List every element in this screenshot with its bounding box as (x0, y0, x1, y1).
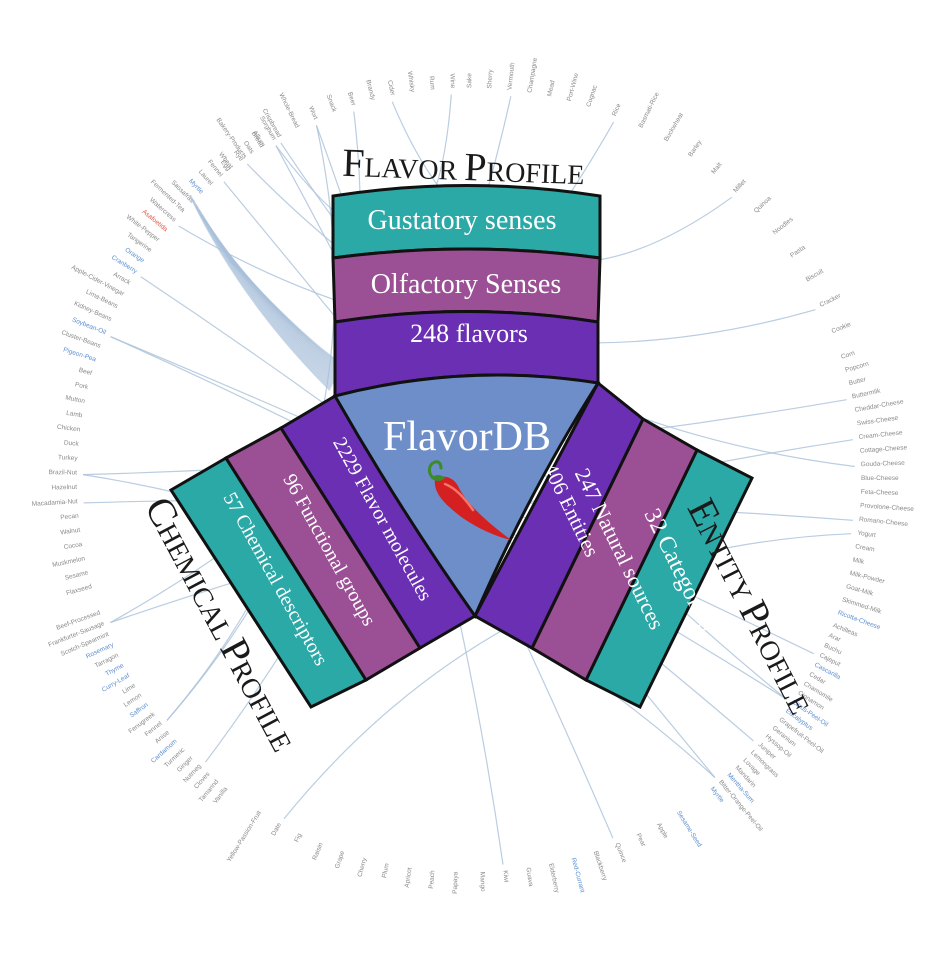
ring-label: Wine (448, 73, 456, 88)
ring-label: Pear (634, 832, 647, 848)
ring-label: Raisin (311, 841, 324, 861)
ring-label: Whole-Bread (277, 92, 300, 129)
ring-label: Biscuit (805, 268, 825, 284)
ring-label: Sherry (486, 68, 494, 88)
ring-label: Grape (334, 850, 346, 870)
ring-label: Apple (655, 822, 669, 840)
ring-label: Goat-Milk (845, 583, 874, 598)
ring-label: Vermouth (506, 62, 516, 91)
ring-label: Pasta (789, 244, 807, 259)
ring-label: Cream-Cheese (858, 429, 903, 441)
ring-label: Muskmelon (52, 555, 86, 569)
ring-label: Provolone-Cheese (860, 502, 915, 513)
ring-label: Mutton (65, 394, 86, 405)
ring-label: Cheddar-Cheese (854, 398, 904, 414)
ring-label: Cottage-Cheese (860, 444, 908, 454)
chili-pepper-icon (427, 460, 511, 540)
ring-label: Milk (852, 557, 865, 566)
ring-label: Sake (466, 73, 473, 88)
ring-label: Duck (64, 440, 80, 448)
ring-label: Beef (78, 367, 93, 377)
ring-label: Red-Currant (570, 857, 586, 894)
ring-label: Fig (293, 832, 303, 844)
ring-label: Noodles (772, 216, 796, 237)
ring-label: Corn (840, 350, 856, 361)
ring-label: Cream (855, 543, 875, 553)
ring-label: Romano-Cheese (859, 516, 909, 528)
entity-profile-arm: 32 Categories 247 Natural sources 406 En… (472, 380, 754, 710)
center-title: FlavorDB (383, 414, 551, 460)
ring-label: Sesame-Seed (675, 810, 703, 849)
ring-label: Whisky (406, 71, 416, 93)
ring-label: Millet (732, 178, 748, 194)
ring-label: Butter (848, 376, 867, 387)
ring-label: Guava (524, 867, 534, 887)
ring-label: Wort (307, 105, 319, 120)
ring-label: Cocoa (63, 541, 83, 551)
ring-label: Flaxseed (65, 583, 93, 597)
ring-label: Kiwi (502, 870, 510, 882)
ring-label: Arrack (112, 271, 132, 287)
flavor-profile-arm: Gustatory senses Olfactory Senses 248 fl… (331, 184, 602, 398)
ring-label: Rum (428, 76, 436, 90)
ring-label: Popcorn (844, 360, 870, 374)
ring-label: Sesame (64, 569, 89, 582)
ring-label: Mead (546, 79, 556, 97)
ring-label: Apricot (404, 867, 414, 888)
ring-label: Cognac (585, 84, 599, 108)
ring-label: Beer (346, 91, 357, 107)
entity-segment-entities[interactable] (472, 380, 645, 651)
ring-label: Cherry (357, 856, 369, 877)
ring-label: Port-Wine (566, 72, 580, 102)
ring-label: Milk-Powder (849, 570, 886, 586)
ring-label: Snack (325, 94, 338, 114)
ring-label: Hazelnut (51, 484, 77, 492)
ring-label: Lime (121, 682, 137, 696)
ring-label: Walnut (60, 527, 81, 537)
ring-label: Basmati-Rice (638, 91, 662, 129)
ring-label: Yogurt (857, 530, 877, 540)
center-hub: FlavorDB (332, 373, 601, 620)
ring-label: Plum (381, 863, 391, 879)
flavor-segment-label-olfactory: Olfactory Senses (371, 269, 562, 300)
ring-label: Barley (687, 138, 704, 158)
ring-label: Turkey (58, 454, 79, 462)
ring-label: Pecan (60, 513, 79, 522)
ring-label: Cracker (819, 292, 843, 309)
ring-label: Malt (710, 161, 723, 175)
ring-label: Papaya (452, 871, 460, 894)
ring-label: Champagne (526, 57, 539, 93)
ring-label: Buttermilk (851, 387, 881, 400)
ring-label: Blue-Cheese (861, 475, 899, 482)
ring-label: Date (270, 821, 283, 837)
ring-label: Gouda-Cheese (861, 460, 906, 469)
ring-label: Quinoa (753, 195, 773, 215)
ring-label: Blackberry (592, 850, 609, 882)
ring-label: Pigeon-Pea (62, 346, 97, 363)
ring-label: Arar (827, 632, 842, 644)
flavor-segment-label-flavors: 248 flavors (410, 319, 528, 348)
ring-label: Quince (613, 842, 627, 864)
flavor-segment-label-gustatory: Gustatory senses (368, 205, 557, 236)
ring-label: Brazil-Nut (48, 469, 77, 476)
flavor-profile-title: FLAVOR PROFILE (342, 140, 586, 193)
ring-label: Lamb (66, 410, 84, 420)
ring-label: Macadamia-Nut (32, 498, 78, 508)
ring-label: Rice (611, 102, 623, 117)
ring-label: Brandy (364, 79, 376, 101)
ring-label: Elderberry (547, 863, 560, 895)
center-triangle[interactable] (332, 373, 601, 620)
ring-label: Swiss-Cheese (857, 415, 899, 428)
ring-label: Buckwheat (663, 112, 685, 143)
ring-label: Pork (74, 381, 89, 391)
ring-label: Feta-Cheese (861, 489, 899, 497)
ring-label: Cider (386, 80, 396, 97)
ring-label: Cookie (831, 321, 853, 335)
ring-label: Yellow-Passion-Fruit (226, 810, 263, 864)
ring-label: Mango (479, 872, 487, 892)
ring-label: Peach (428, 870, 437, 889)
ring-label: Chicken (56, 424, 81, 434)
